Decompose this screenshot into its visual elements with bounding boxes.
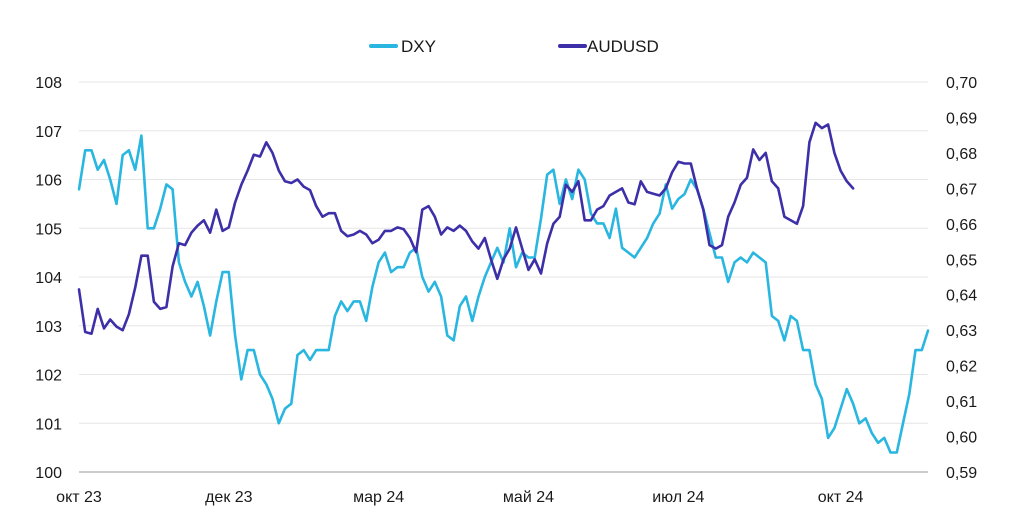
x-tick-label: окт 23 [56,489,102,506]
series-line-dxy [77,134,930,454]
legend-label-audusd: AUDUSD [587,37,659,56]
right-tick-label: 0,69 [946,110,977,127]
left-tick-label: 105 [35,221,62,238]
right-tick-label: 0,61 [946,394,977,411]
left-tick-label: 107 [35,124,62,141]
right-tick-label: 0,62 [946,359,977,376]
x-axis: окт 23 дек 23 мар 24 май 24 июл 24 окт 24 [56,489,863,506]
right-tick-label: 0,64 [946,288,977,305]
right-axis-audusd: 0,59 0,60 0,61 0,62 0,63 0,64 0,65 0,66 0,67 0,68… [946,75,977,482]
x-tick-label: мар 24 [353,489,404,506]
left-tick-label: 108 [35,75,62,92]
right-tick-label: 0,63 [946,323,977,340]
left-tick-label: 103 [35,319,62,336]
series-line-audusd [77,121,855,335]
right-tick-label: 0,66 [946,217,977,234]
right-tick-label: 0,59 [946,465,977,482]
right-tick-label: 0,70 [946,75,977,92]
x-tick-label: июл 24 [652,489,704,506]
grid-lines [79,81,928,473]
right-tick-label: 0,68 [946,146,977,163]
x-tick-label: дек 23 [205,489,253,506]
right-tick-label: 0,60 [946,430,977,447]
left-axis-dxy: 100 101 102 103 104 105 106 107 108 [35,75,62,482]
right-tick-label: 0,67 [946,181,977,198]
left-tick-label: 106 [35,173,62,190]
x-tick-label: окт 24 [818,489,864,506]
legend-item-audusd: AUDUSD [558,37,659,56]
chart-legend: DXY AUDUSD [369,37,659,56]
left-tick-label: 102 [35,368,62,385]
right-tick-label: 0,65 [946,252,977,269]
x-tick-label: май 24 [503,489,554,506]
series-lines [77,121,930,454]
left-tick-label: 104 [35,270,62,287]
legend-item-dxy: DXY [369,37,436,56]
left-tick-label: 101 [35,416,62,433]
legend-label-dxy: DXY [401,37,436,56]
left-tick-label: 100 [35,465,62,482]
